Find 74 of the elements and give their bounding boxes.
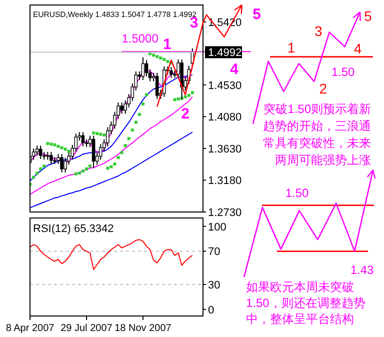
point bbox=[184, 95, 187, 98]
line-series bbox=[30, 239, 193, 270]
point bbox=[32, 176, 36, 179]
y-tick-label: 1.3630 bbox=[208, 143, 242, 156]
point bbox=[127, 137, 130, 140]
y-tick-label: 70 bbox=[208, 246, 220, 258]
annotation: 1 bbox=[287, 39, 296, 56]
annotation: 5 bbox=[252, 6, 262, 23]
point bbox=[56, 144, 60, 148]
annotation: 2 bbox=[181, 106, 190, 123]
y-tick-label: 1.4080 bbox=[208, 112, 242, 124]
point bbox=[113, 162, 116, 166]
annotation: 1.43 bbox=[350, 263, 374, 277]
point bbox=[64, 148, 67, 151]
text: 4 bbox=[230, 60, 240, 78]
point bbox=[173, 98, 176, 102]
line-series bbox=[30, 96, 193, 195]
y-tick-label: 0 bbox=[208, 304, 214, 316]
annotation: 5 bbox=[364, 8, 372, 24]
y-tick-label: 1.4530 bbox=[208, 80, 242, 92]
x-tick-label: 29 Jul 2007 bbox=[60, 323, 113, 334]
annotation: 4 bbox=[354, 40, 362, 57]
line-series bbox=[30, 132, 193, 208]
point bbox=[145, 93, 148, 96]
point bbox=[156, 55, 159, 58]
point bbox=[67, 150, 70, 153]
point bbox=[190, 91, 194, 94]
point bbox=[134, 120, 138, 124]
annotation: 1 bbox=[163, 36, 172, 54]
x-tick-label: 18 Nov 2007 bbox=[114, 323, 172, 334]
point bbox=[84, 167, 88, 170]
point bbox=[96, 132, 99, 136]
annotation: 1.50 bbox=[331, 65, 355, 79]
text: 如果欧元本周未突破1.50，则还在调整趋势中，整体呈平台结构 bbox=[246, 280, 366, 326]
point bbox=[110, 165, 113, 168]
chart-title: RSI(12) 65.3342 bbox=[33, 223, 114, 235]
point bbox=[50, 142, 53, 146]
point bbox=[130, 128, 134, 132]
annotation: 突破1.50则预示着新趋势的开始，三浪通常具有突破性，未来两周可能强势上涨 bbox=[263, 102, 371, 167]
point bbox=[88, 164, 92, 168]
point bbox=[116, 156, 120, 160]
point bbox=[74, 172, 78, 176]
point bbox=[152, 54, 156, 57]
point bbox=[53, 143, 56, 146]
point bbox=[120, 151, 124, 154]
x-tick-label: 8 Apr 2007 bbox=[6, 323, 55, 334]
point bbox=[106, 166, 110, 170]
annotation: 2 bbox=[319, 80, 328, 96]
y-tick-label: 30 bbox=[208, 279, 220, 292]
point bbox=[159, 56, 162, 60]
point bbox=[124, 144, 127, 148]
y-tick-label: 100 bbox=[208, 221, 226, 234]
ref-line-label: 1.4992 bbox=[208, 47, 242, 60]
point bbox=[78, 172, 81, 175]
ref-line-label: 1.5000 bbox=[122, 32, 159, 46]
point bbox=[141, 102, 144, 106]
point bbox=[81, 170, 84, 173]
point bbox=[60, 146, 64, 150]
point bbox=[138, 113, 141, 116]
point bbox=[92, 131, 96, 134]
point bbox=[39, 167, 42, 170]
point bbox=[176, 97, 180, 100]
point bbox=[187, 94, 190, 97]
point bbox=[162, 58, 166, 61]
point bbox=[42, 164, 46, 168]
point bbox=[36, 172, 39, 175]
point bbox=[166, 60, 170, 64]
point bbox=[46, 142, 50, 145]
y-tick-label: 1.2730 bbox=[208, 207, 242, 219]
annotation: 3 bbox=[314, 23, 323, 40]
point bbox=[102, 133, 106, 136]
annotation: 1.50 bbox=[285, 186, 309, 200]
y-tick-label: 1.3180 bbox=[208, 175, 242, 188]
point bbox=[99, 132, 102, 136]
